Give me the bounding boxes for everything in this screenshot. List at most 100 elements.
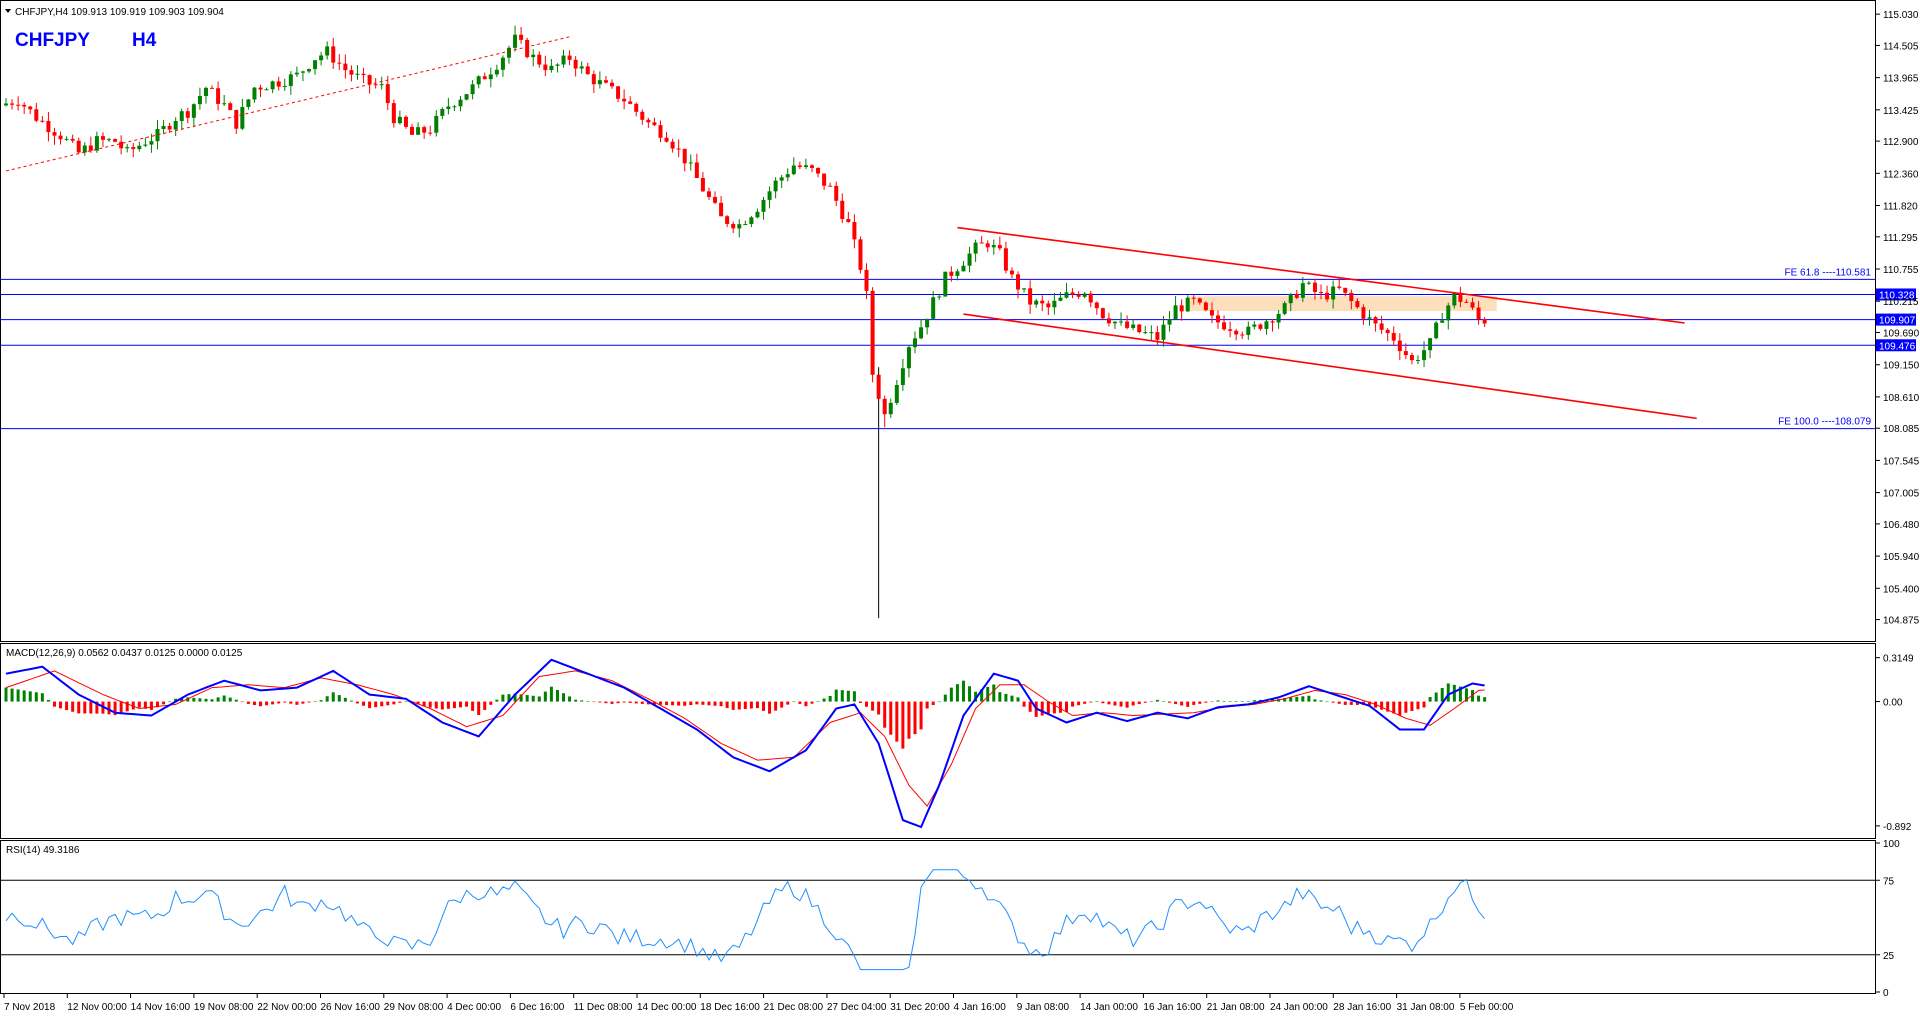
macd-histogram-bar <box>1307 695 1311 702</box>
candle-body <box>1482 319 1487 324</box>
candle-body <box>319 55 324 61</box>
macd-histogram-bar <box>592 701 596 703</box>
macd-histogram-bar <box>537 696 541 702</box>
macd-histogram-bar <box>1046 701 1050 715</box>
price-tag <box>1876 339 1916 352</box>
price-tick-label: 112.900 <box>1883 137 1919 148</box>
macd-histogram-bar <box>307 701 311 703</box>
macd-histogram-bar <box>77 701 81 714</box>
macd-histogram-bar <box>604 701 608 704</box>
macd-histogram-bar <box>568 696 572 702</box>
candle-body <box>1197 298 1202 303</box>
time-tick-label: 18 Dec 16:00 <box>700 1002 760 1013</box>
candle-body <box>1288 293 1293 304</box>
macd-histogram-bar <box>1210 701 1214 703</box>
time-tick-label: 4 Jan 16:00 <box>954 1002 1007 1013</box>
rsi-axis: 100 75 25 0 <box>1875 839 1900 999</box>
candle-body <box>1119 321 1124 323</box>
symbol-label: CHFJPY <box>15 30 90 51</box>
candle-body <box>852 221 857 240</box>
macd-histogram-bar <box>46 699 50 702</box>
macd-title: MACD(12,26,9) 0.0562 0.0437 0.0125 0.000… <box>6 648 243 659</box>
candle-body <box>264 89 269 91</box>
rsi-title: RSI(14) 49.3186 <box>6 845 80 856</box>
macd-histogram-bar <box>1149 701 1153 702</box>
price-tick-label: 110.215 <box>1883 297 1919 308</box>
macd-histogram-bar <box>755 701 759 709</box>
candle-body <box>925 318 930 328</box>
macd-histogram-bar <box>1368 701 1371 705</box>
price-tag <box>1876 313 1916 326</box>
macd-histogram-bar <box>349 700 353 702</box>
candle-body <box>476 76 481 85</box>
rsi-tick-label: 100 <box>1883 839 1900 850</box>
macd-histogram-bar <box>107 701 111 715</box>
macd-panel[interactable] <box>0 643 1876 839</box>
macd-histogram-bar <box>125 701 129 712</box>
macd-histogram-bar <box>519 694 523 702</box>
macd-histogram-bar <box>1204 701 1208 703</box>
macd-histogram-bar <box>968 686 972 702</box>
menu-arrow-icon[interactable] <box>5 9 11 13</box>
candle-body <box>949 271 954 276</box>
macd-histogram-bar <box>858 701 862 703</box>
candle-body <box>1331 286 1336 300</box>
macd-histogram-bar <box>1065 701 1068 713</box>
macd-histogram-bar <box>295 701 299 705</box>
candle-body <box>664 137 669 142</box>
candle-body <box>385 84 390 104</box>
macd-histogram-bar <box>459 701 462 708</box>
macd-histogram-bar <box>768 701 772 714</box>
candle-body <box>191 104 196 118</box>
macd-histogram-bar <box>665 701 669 706</box>
macd-histogram-bar <box>216 697 220 702</box>
candle-body <box>1161 324 1166 340</box>
macd-histogram <box>4 680 1487 749</box>
macd-histogram-bar <box>1095 701 1099 702</box>
macd-histogram-bar <box>949 687 953 702</box>
candle-body <box>937 296 942 298</box>
macd-histogram-bar <box>1380 701 1384 710</box>
rsi-panel[interactable] <box>0 840 1876 994</box>
candle-body <box>1282 303 1287 314</box>
macd-histogram-bar <box>1386 701 1390 712</box>
macd-histogram-bar <box>422 701 426 706</box>
macd-histogram-bar <box>265 701 269 706</box>
macd-histogram-bar <box>846 690 850 702</box>
candle-body <box>1252 324 1257 327</box>
candle-body <box>391 103 396 124</box>
macd-histogram-bar <box>228 697 232 702</box>
candle-body <box>670 141 675 149</box>
macd-histogram-bar <box>331 692 335 702</box>
candle-body <box>1149 332 1154 334</box>
macd-histogram-bar <box>1216 700 1220 702</box>
candle-body <box>4 103 8 106</box>
macd-histogram-bar <box>689 701 693 706</box>
macd-histogram-bar <box>1458 686 1462 702</box>
macd-histogram-bar <box>804 701 808 707</box>
candle-body <box>203 87 208 96</box>
candle-body <box>331 46 336 63</box>
macd-histogram-bar <box>283 701 287 703</box>
candle-body <box>446 106 451 109</box>
time-tick-label: 19 Nov 08:00 <box>194 1002 254 1013</box>
macd-histogram-bar <box>525 695 529 702</box>
candle-body <box>1022 288 1027 290</box>
candle-body <box>1076 294 1081 297</box>
price-panel[interactable] <box>0 0 1876 642</box>
candle-body <box>1234 330 1239 335</box>
macd-histogram-bar <box>222 695 226 702</box>
macd-histogram-bar <box>1186 701 1190 707</box>
candle-body <box>197 95 202 105</box>
macd-histogram-bar <box>1101 701 1105 704</box>
candle-body <box>506 47 511 58</box>
macd-histogram-bar <box>392 701 396 705</box>
candle-body <box>1222 322 1227 330</box>
macd-histogram-bar <box>259 701 263 707</box>
candle-body <box>252 87 257 100</box>
candle-body <box>1385 329 1390 334</box>
candle-body <box>870 290 875 375</box>
price-tick-label: 111.820 <box>1883 202 1918 213</box>
fibo-level-label: FE 61.8 ----110.581 <box>1784 267 1871 278</box>
